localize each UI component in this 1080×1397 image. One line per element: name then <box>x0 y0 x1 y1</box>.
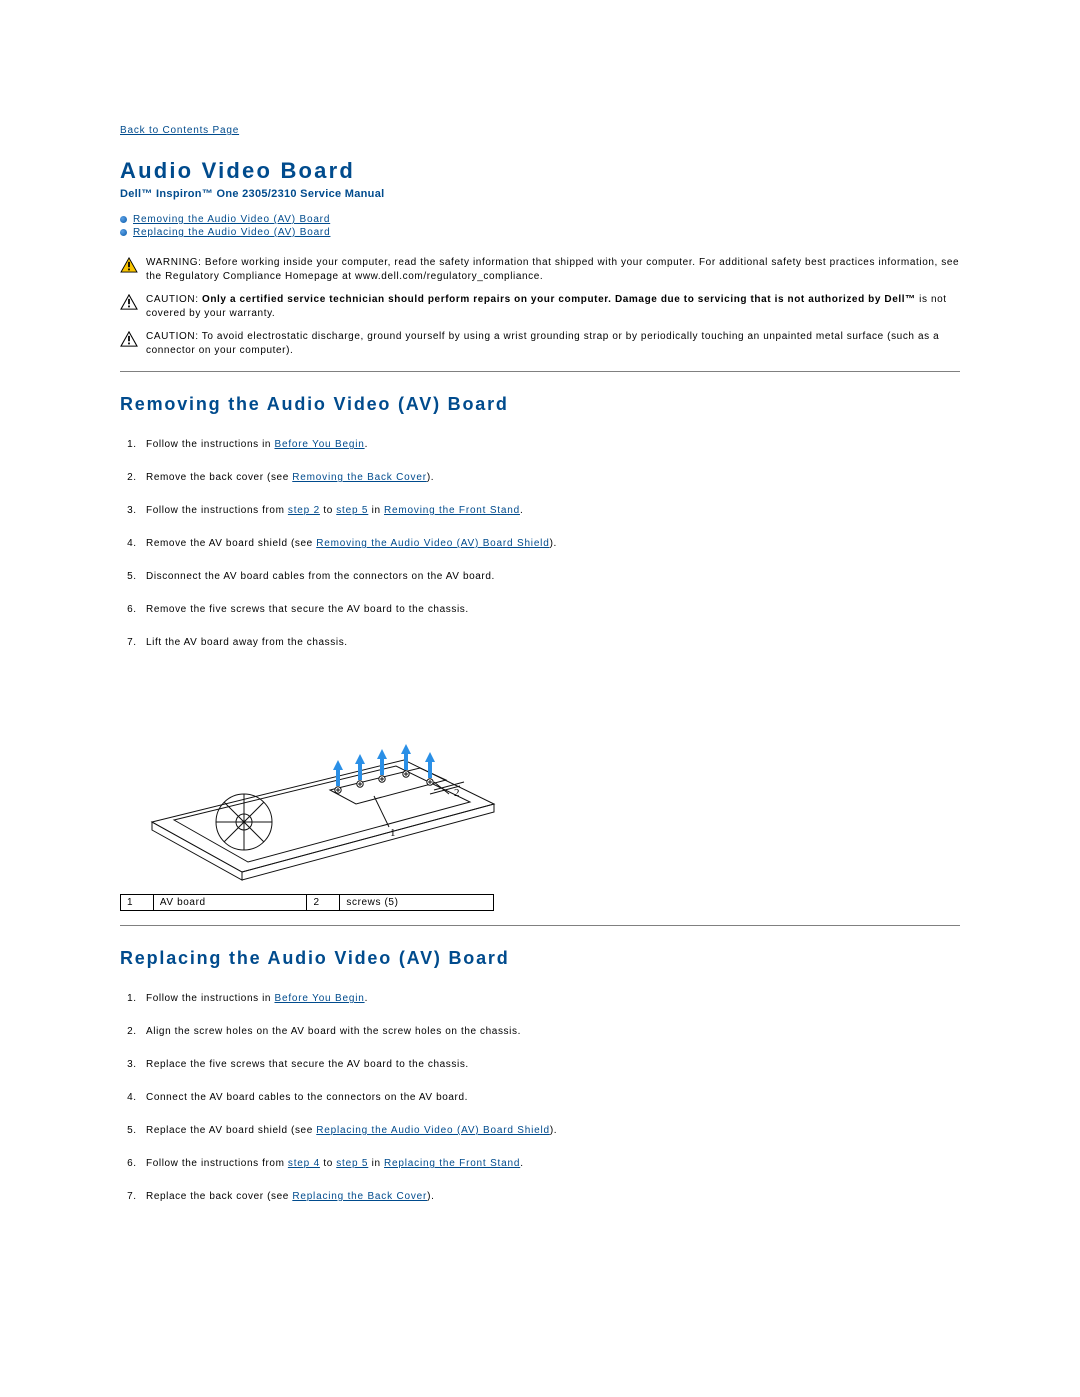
caution-text: CAUTION: Only a certified service techni… <box>146 293 960 320</box>
document-page: Back to Contents Page Audio Video Board … <box>0 0 1080 1286</box>
caution-esd-text: CAUTION: To avoid electrostatic discharg… <box>146 330 960 357</box>
callout-2: 2 <box>454 787 460 799</box>
toc-item: Replacing the Audio Video (AV) Board <box>120 227 960 238</box>
caution-notice-esd: CAUTION: To avoid electrostatic discharg… <box>120 330 960 357</box>
step: Remove the AV board shield (see Removing… <box>140 538 960 549</box>
step: Lift the AV board away from the chassis. <box>140 637 960 648</box>
warning-text: WARNING: Before working inside your comp… <box>146 256 960 283</box>
toc-link-replacing[interactable]: Replacing the Audio Video (AV) Board <box>133 227 330 238</box>
legend-num: 2 <box>307 895 340 911</box>
table-of-contents: Removing the Audio Video (AV) Board Repl… <box>120 214 960 238</box>
caution-body: To avoid electrostatic discharge, ground… <box>146 331 939 356</box>
warning-body: Before working inside your computer, rea… <box>146 257 959 282</box>
caution-notice: CAUTION: Only a certified service techni… <box>120 293 960 320</box>
exploded-view-figure: 1 2 <box>134 672 960 882</box>
link-replacing-av-shield[interactable]: Replacing the Audio Video (AV) Board Shi… <box>316 1125 550 1136</box>
step: Align the screw holes on the AV board wi… <box>140 1026 960 1037</box>
caution-bold: Only a certified service technician shou… <box>202 294 919 305</box>
link-removing-back-cover[interactable]: Removing the Back Cover <box>292 472 427 483</box>
steps-replacing: Follow the instructions in Before You Be… <box>140 993 960 1202</box>
step: Replace the back cover (see Replacing th… <box>140 1191 960 1202</box>
step: Disconnect the AV board cables from the … <box>140 571 960 582</box>
link-before-you-begin[interactable]: Before You Begin <box>274 993 364 1004</box>
step: Replace the five screws that secure the … <box>140 1059 960 1070</box>
legend-num: 1 <box>121 895 154 911</box>
step: Follow the instructions in Before You Be… <box>140 993 960 1004</box>
link-removing-front-stand[interactable]: Removing the Front Stand <box>384 505 520 516</box>
caution-prefix: CAUTION: <box>146 331 202 342</box>
bullet-icon <box>120 216 127 223</box>
step: Remove the five screws that secure the A… <box>140 604 960 615</box>
legend-text: screws (5) <box>340 895 494 911</box>
back-to-contents-link[interactable]: Back to Contents Page <box>120 125 239 136</box>
toc-link-removing[interactable]: Removing the Audio Video (AV) Board <box>133 214 330 225</box>
page-subtitle: Dell™ Inspiron™ One 2305/2310 Service Ma… <box>120 188 960 200</box>
link-replacing-back-cover[interactable]: Replacing the Back Cover <box>292 1191 427 1202</box>
table-row: 1 AV board 2 screws (5) <box>121 895 494 911</box>
step: Follow the instructions in Before You Be… <box>140 439 960 450</box>
link-step2[interactable]: step 2 <box>288 505 320 516</box>
steps-removing: Follow the instructions in Before You Be… <box>140 439 960 648</box>
caution-triangle-icon <box>120 294 138 310</box>
step: Follow the instructions from step 4 to s… <box>140 1158 960 1169</box>
step: Follow the instructions from step 2 to s… <box>140 505 960 516</box>
link-step5[interactable]: step 5 <box>336 1158 368 1169</box>
warning-prefix: WARNING: <box>146 257 205 268</box>
warning-triangle-icon <box>120 257 138 273</box>
step: Remove the back cover (see Removing the … <box>140 472 960 483</box>
bullet-icon <box>120 229 127 236</box>
legend-text: AV board <box>153 895 307 911</box>
callout-1: 1 <box>390 827 396 839</box>
toc-item: Removing the Audio Video (AV) Board <box>120 214 960 225</box>
page-title: Audio Video Board <box>120 158 960 184</box>
link-replacing-front-stand[interactable]: Replacing the Front Stand <box>384 1158 520 1169</box>
step: Replace the AV board shield (see Replaci… <box>140 1125 960 1136</box>
caution-prefix: CAUTION: <box>146 294 202 305</box>
section-heading-removing: Removing the Audio Video (AV) Board <box>120 394 960 415</box>
caution-triangle-icon <box>120 331 138 347</box>
link-step5[interactable]: step 5 <box>336 505 368 516</box>
figure-legend-table: 1 AV board 2 screws (5) <box>120 894 494 911</box>
link-removing-av-shield[interactable]: Removing the Audio Video (AV) Board Shie… <box>316 538 549 549</box>
divider <box>120 925 960 926</box>
step: Connect the AV board cables to the conne… <box>140 1092 960 1103</box>
warning-notice: WARNING: Before working inside your comp… <box>120 256 960 283</box>
link-before-you-begin[interactable]: Before You Begin <box>274 439 364 450</box>
link-step4[interactable]: step 4 <box>288 1158 320 1169</box>
divider <box>120 371 960 372</box>
section-heading-replacing: Replacing the Audio Video (AV) Board <box>120 948 960 969</box>
